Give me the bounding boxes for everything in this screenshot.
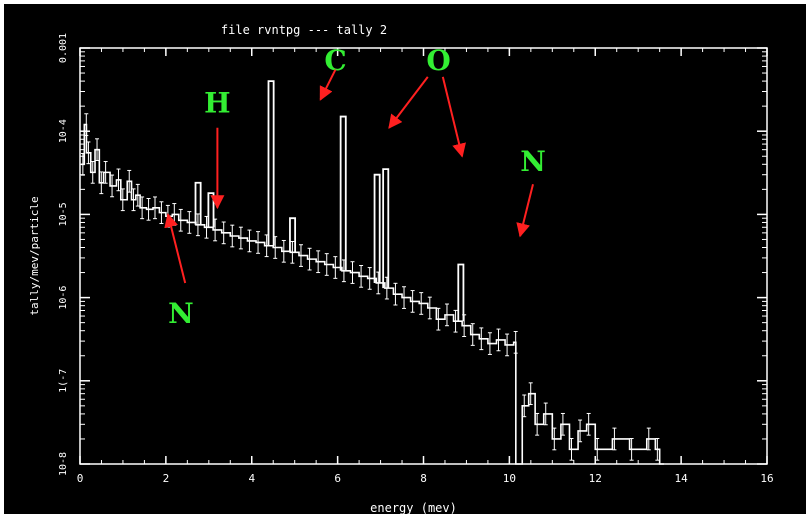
annotation-arrow [164, 213, 187, 284]
gamma-peak [267, 80, 275, 246]
x-tick-label: 2 [163, 472, 170, 485]
annotation-arrow [516, 184, 534, 238]
annotation-arrow [441, 76, 466, 158]
y-tick-label: 10-6 [58, 286, 69, 310]
gamma-peak [339, 115, 347, 271]
gamma-peak [373, 173, 381, 283]
y-axis-label: tally/mev/particle [28, 196, 41, 315]
x-tick-label: 0 [77, 472, 84, 485]
x-axis-label: energy (mev) [370, 501, 457, 514]
y-tick-label: 10-4 [58, 119, 69, 143]
element-label-c: C [324, 44, 346, 77]
element-label-o: O [426, 44, 450, 77]
x-tick-label: 8 [420, 472, 427, 485]
plot-window: 0 2 4 6 8 10 12 14 16 10-8 1(-7 10-6 10-5 10-4 0.001 fi… [4, 4, 806, 514]
y-tick-label: 10-8 [58, 452, 69, 476]
x-tick-label: 12 [589, 472, 602, 485]
x-tick-label: 4 [248, 472, 255, 485]
x-tick-label: 6 [334, 472, 341, 485]
element-label-h: H [204, 87, 230, 120]
plot-frame [79, 47, 768, 465]
spectrum-chart: 0 2 4 6 8 10 12 14 16 10-8 1(-7 10-6 10-5 10-4 0.001 fi… [28, 23, 774, 514]
gamma-peak [194, 181, 202, 225]
gamma-peak [457, 263, 465, 322]
y-tick-label: 1(-7 [58, 369, 69, 393]
y-tick-label: 0.001 [58, 33, 69, 63]
element-label-n: N [520, 145, 546, 178]
element-label-n: N [168, 297, 194, 330]
x-tick-label: 16 [760, 472, 773, 485]
gamma-peak [207, 192, 215, 228]
x-tick-label: 14 [675, 472, 689, 485]
chart-title: file rvntpg --- tally 2 [221, 23, 387, 37]
annotation-arrow [319, 69, 337, 101]
gamma-peak [289, 217, 297, 253]
annotation-arrow [388, 76, 429, 129]
gamma-peak [382, 168, 390, 289]
y-tick-label: 10-5 [58, 202, 69, 226]
x-tick-label: 10 [503, 472, 516, 485]
spectrum-series [80, 123, 664, 465]
